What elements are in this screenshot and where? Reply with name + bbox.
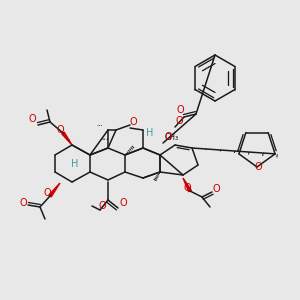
Text: O: O bbox=[164, 132, 172, 142]
Text: O: O bbox=[98, 201, 106, 211]
Text: O: O bbox=[119, 198, 127, 208]
Text: ...: ... bbox=[97, 121, 104, 127]
Polygon shape bbox=[62, 132, 72, 145]
Polygon shape bbox=[49, 183, 60, 197]
Text: O: O bbox=[56, 125, 64, 135]
Text: O: O bbox=[28, 114, 36, 124]
Text: H: H bbox=[146, 128, 154, 138]
Text: H: H bbox=[71, 159, 79, 169]
Text: O: O bbox=[176, 105, 184, 115]
Text: O: O bbox=[212, 184, 220, 194]
Text: ...: ... bbox=[65, 136, 70, 140]
Text: O: O bbox=[254, 162, 262, 172]
Text: O: O bbox=[129, 117, 137, 127]
Text: O: O bbox=[43, 188, 51, 198]
Text: O: O bbox=[183, 183, 191, 193]
Text: O: O bbox=[19, 198, 27, 208]
Text: CH₃: CH₃ bbox=[165, 133, 179, 142]
Text: O: O bbox=[175, 116, 183, 126]
Polygon shape bbox=[183, 178, 191, 192]
Text: •••: ••• bbox=[99, 137, 109, 142]
